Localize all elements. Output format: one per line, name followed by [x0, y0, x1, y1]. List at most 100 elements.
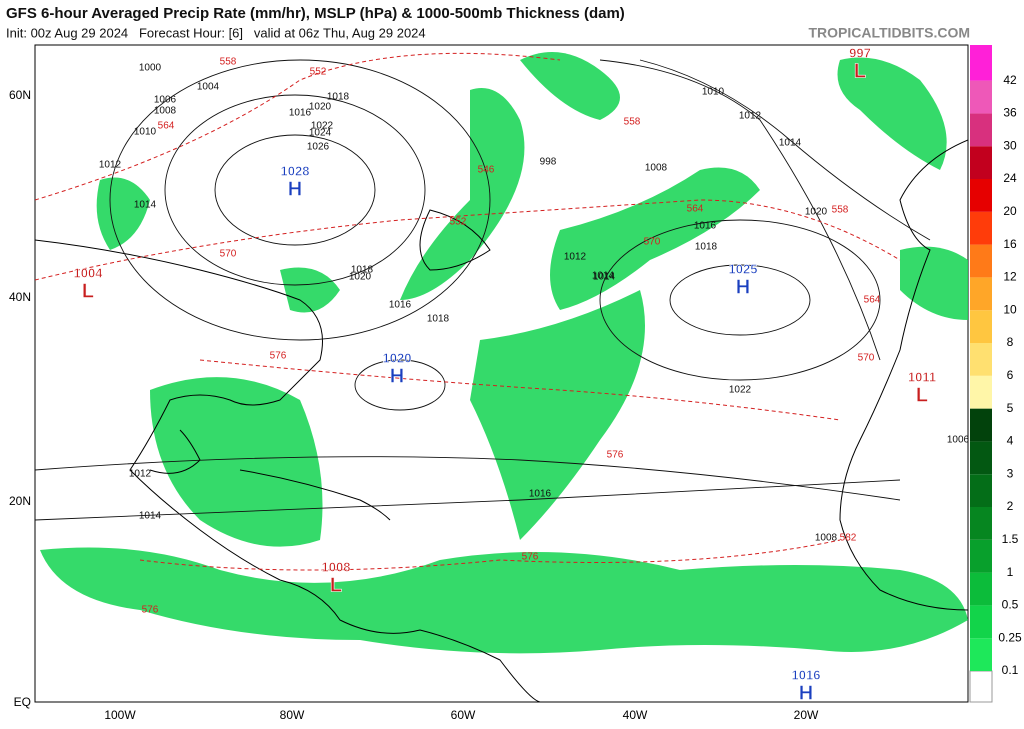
- colorbar-label: 12: [1003, 270, 1017, 284]
- colorbar-segment: [970, 605, 992, 639]
- isobar-label: 1024: [309, 128, 332, 139]
- colorbar-label: 8: [1007, 335, 1014, 349]
- colorbar-label: 36: [1003, 106, 1017, 120]
- isobar-label: 1012: [129, 469, 152, 480]
- thickness-label: 558: [832, 205, 849, 216]
- center-pressure: 1028: [281, 163, 310, 178]
- thickness-label: 570: [644, 237, 661, 248]
- colorbar-segment: [970, 441, 992, 475]
- isobar-label: 1014: [134, 200, 157, 211]
- colorbar-label: 3: [1007, 466, 1014, 480]
- isobar-label: 1010: [134, 127, 157, 138]
- isobar-label: 1008: [154, 106, 177, 117]
- colorbar-below: [969, 670, 993, 703]
- colorbar-segment: [970, 507, 992, 540]
- colorbar-segment: [970, 343, 992, 376]
- isobar-label: 1022: [729, 385, 752, 396]
- center-symbol: H: [736, 276, 750, 298]
- isobar-label: 1018: [351, 265, 374, 276]
- colorbar-label: 24: [1003, 171, 1017, 185]
- isobar-label: 1010: [702, 87, 725, 98]
- center-pressure: 1020: [383, 350, 412, 365]
- colorbar-segment: [970, 539, 992, 573]
- isobar-label: 998: [540, 157, 557, 168]
- colorbar-segment: [970, 179, 992, 212]
- thickness: [35, 52, 901, 571]
- center-symbol: H: [288, 178, 302, 200]
- colorbar-segment: [970, 638, 992, 671]
- isobar-label: 1016: [289, 108, 312, 119]
- isobar-label: 1008: [815, 533, 838, 544]
- isobar-label: 1012: [99, 160, 122, 171]
- center-symbol: H: [799, 682, 813, 704]
- center-pressure: 1008: [322, 559, 351, 574]
- title: GFS 6-hour Averaged Precip Rate (mm/hr),…: [6, 5, 625, 22]
- colorbar-label: 10: [1003, 302, 1017, 316]
- isobar-label: 1018: [327, 92, 350, 103]
- isobar-label: 1020: [309, 102, 332, 113]
- thickness-label: 564: [864, 295, 881, 306]
- center-symbol: L: [916, 384, 928, 406]
- colorbar-label: 0.25: [998, 630, 1022, 644]
- isobar-label: 1016: [529, 489, 552, 500]
- colorbar-segment: [970, 113, 992, 147]
- isobar-label: 1020: [805, 207, 828, 218]
- thickness-label: 576: [607, 450, 624, 461]
- thickness-label: 570: [220, 249, 237, 260]
- isobar-label: 1014: [139, 511, 162, 522]
- thickness-label: 576: [522, 552, 539, 563]
- longitude-label: 40W: [623, 708, 648, 722]
- latitude-label: 20N: [9, 494, 31, 508]
- isobar-label: 1014: [593, 272, 616, 283]
- isobar-label: 1008: [645, 163, 668, 174]
- isobar-label: 1016: [694, 221, 717, 232]
- colorbar-segment: [970, 80, 992, 114]
- longitude-label: 100W: [104, 708, 136, 722]
- colorbar-segment: [970, 375, 992, 409]
- center-pressure: 1025: [729, 261, 758, 276]
- isobar-label: 1018: [695, 242, 718, 253]
- isobar-label: 1016: [389, 300, 412, 311]
- colorbar-segment: [970, 277, 992, 311]
- isobar-label: 1022: [311, 121, 334, 132]
- isobar-label: 1014: [592, 271, 615, 282]
- center-pressure: 1004: [74, 265, 104, 280]
- colorbar-label: 20: [1003, 204, 1017, 218]
- colorbar-label: 42: [1003, 73, 1017, 87]
- precip: [40, 52, 968, 654]
- center-pressure: 1016: [792, 667, 821, 682]
- center-symbol: L: [330, 574, 342, 596]
- colorbar-label: 4: [1007, 434, 1014, 448]
- isobar-label: 1026: [307, 142, 330, 153]
- colorbar-label: 2: [1007, 499, 1014, 513]
- isobar-label: 1012: [564, 252, 587, 263]
- thickness-label: 582: [840, 533, 857, 544]
- latitude-label: EQ: [14, 695, 31, 709]
- thickness-label: 558: [220, 57, 237, 68]
- thickness-label: 552: [450, 217, 467, 228]
- thickness-label: 564: [687, 204, 704, 215]
- isobar-label: 1012: [739, 111, 762, 122]
- longitude-label: 80W: [280, 708, 305, 722]
- colorbar-label: 30: [1003, 138, 1017, 152]
- thickness-label: 558: [624, 117, 641, 128]
- colorbar-label: 5: [1007, 401, 1014, 415]
- latitude-label: 60N: [9, 88, 31, 102]
- colorbar-segment: [970, 45, 992, 81]
- thickness-label: 576: [270, 351, 287, 362]
- colorbar-segment: [970, 572, 992, 606]
- center-symbol: H: [390, 365, 404, 387]
- isobar-label: 1020: [349, 272, 372, 283]
- longitude-label: 60W: [451, 708, 476, 722]
- colorbar-segment: [970, 244, 992, 278]
- map-frame: [34, 44, 969, 703]
- colorbar-label: 1: [1007, 565, 1014, 579]
- colorbar-segment: [970, 474, 992, 507]
- colorbar-segment: [970, 146, 992, 179]
- thickness-label: 552: [310, 67, 327, 78]
- colorbar-segment: [970, 408, 992, 442]
- subtitle: Init: 00z Aug 29 2024 Forecast Hour: [6]…: [6, 25, 426, 40]
- isobar-label: 1014: [779, 138, 802, 149]
- thickness-label: 570: [858, 353, 875, 364]
